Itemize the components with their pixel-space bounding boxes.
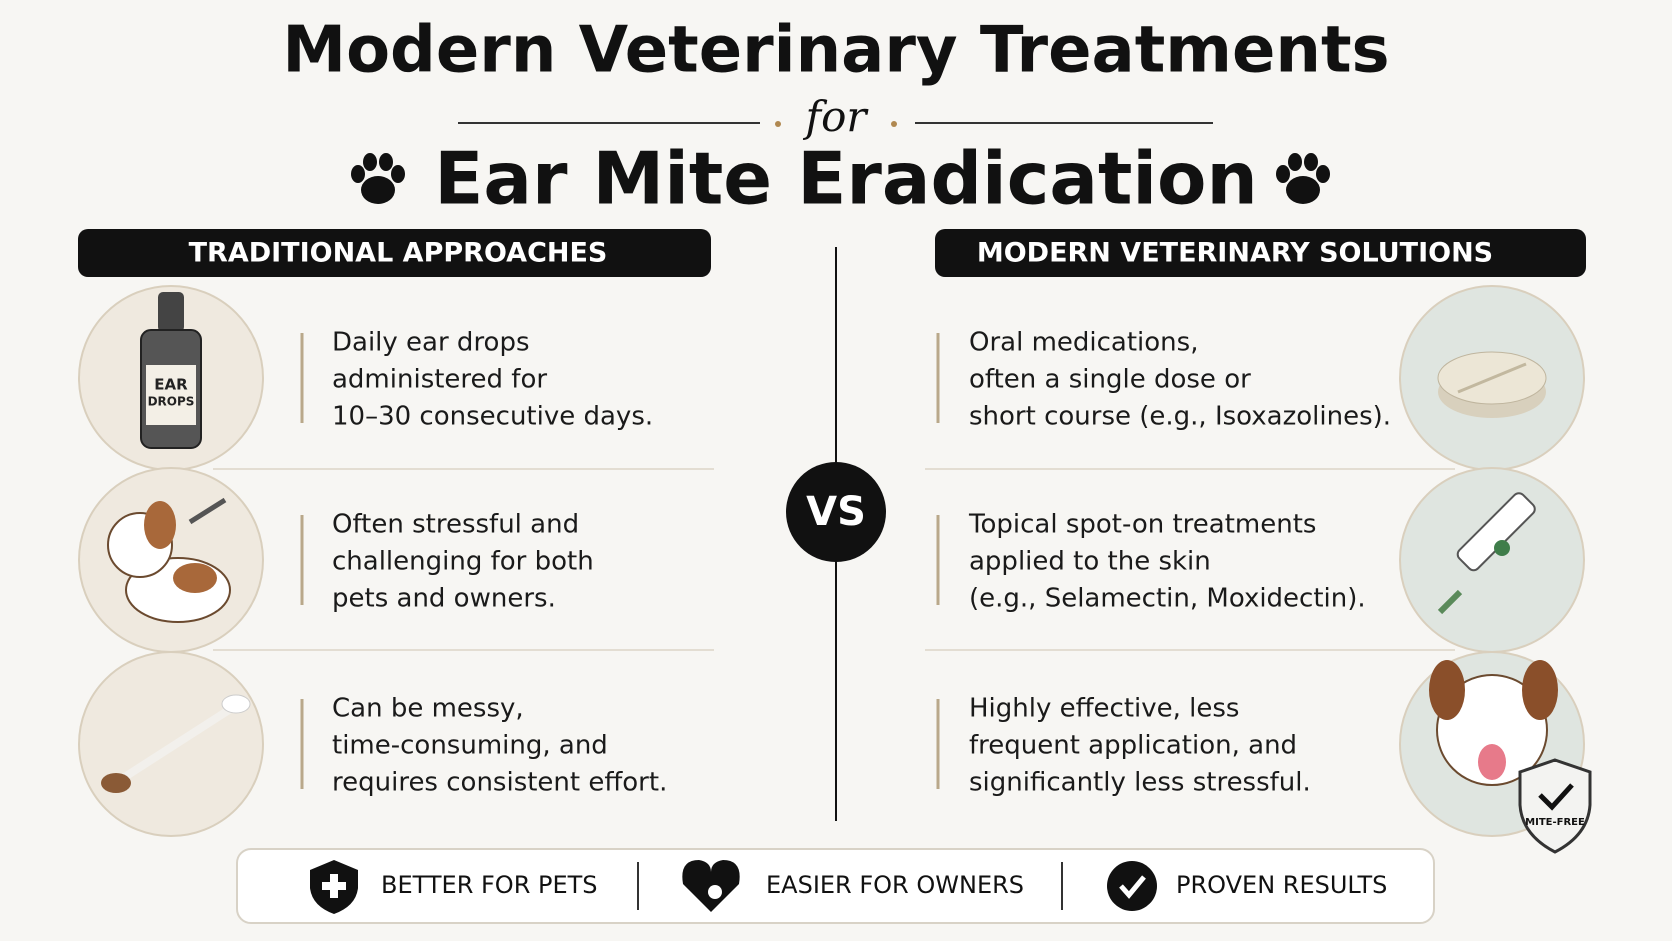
bottle-label: DROPS: [148, 395, 195, 409]
item-line: administered for: [332, 365, 547, 395]
item-line: challenging for both: [332, 547, 594, 577]
syringe-paw: [1494, 540, 1510, 556]
item-line: requires consistent effort.: [332, 768, 667, 798]
dot: [775, 121, 781, 127]
item-line: short course (e.g., Isoxazolines).: [969, 402, 1391, 432]
paw-icon: [351, 153, 405, 204]
vs-label: VS: [806, 489, 866, 535]
left-heading: TRADITIONAL APPROACHES: [189, 238, 608, 269]
item-line: significantly less stressful.: [969, 768, 1311, 798]
item-line: 10–30 consecutive days.: [332, 402, 653, 432]
right-heading: MODERN VETERINARY SOLUTIONS: [977, 238, 1493, 269]
item-line: Often stressful and: [332, 510, 579, 540]
item-line: time-consuming, and: [332, 731, 608, 761]
paw-toe: [363, 153, 377, 171]
pill-score: [1457, 362, 1527, 394]
paw-toe: [1304, 153, 1318, 171]
swab-stick: [116, 704, 236, 784]
item-line: Oral medications,: [969, 328, 1198, 358]
swab-dirty: [101, 773, 131, 793]
paw-toe: [379, 153, 393, 171]
dot: [891, 121, 897, 127]
paw-toe: [351, 165, 365, 183]
title: Modern Veterinary Treatments: [282, 14, 1389, 88]
cross-icon: [322, 874, 346, 898]
paw-pad: [1286, 176, 1320, 204]
happy-dog-ear: [1429, 660, 1465, 720]
swab-tip: [221, 694, 251, 714]
happy-dog-tongue: [1478, 744, 1506, 780]
paw-toe: [391, 165, 405, 183]
check-mark: [1119, 875, 1146, 899]
paw-icon: [1276, 153, 1330, 204]
illustration-circle: [1399, 467, 1585, 653]
paw-toe: [1316, 165, 1330, 183]
bottle-label-bg: [146, 365, 196, 425]
item-line: Can be messy,: [332, 694, 524, 724]
bottle-label: EAR: [154, 376, 188, 394]
benefit-label: EASIER FOR OWNERS: [766, 871, 1024, 899]
heart-icon: [682, 860, 740, 912]
connector: for: [803, 92, 870, 141]
paw-toe: [1288, 153, 1302, 171]
paw-mini: [708, 885, 722, 899]
left-heading-pill: [78, 229, 711, 277]
happy-dog-head: [1436, 674, 1548, 786]
paw-pad: [361, 176, 395, 204]
dog-patch: [173, 563, 217, 593]
bottle-cap: [158, 292, 184, 332]
vs-badge: [786, 462, 886, 562]
happy-dog-ear: [1522, 660, 1558, 720]
benefit-label: BETTER FOR PETS: [381, 871, 598, 899]
paw-toe: [1276, 165, 1290, 183]
badge-check: [1538, 783, 1574, 811]
item-line: often a single dose or: [969, 365, 1251, 395]
subtitle: Ear Mite Eradication: [434, 137, 1258, 221]
item-line: (e.g., Selamectin, Moxidectin).: [969, 584, 1366, 614]
item-line: frequent application, and: [969, 731, 1297, 761]
dropper: [188, 497, 227, 525]
syringe-tip: [1437, 589, 1463, 615]
item-line: Daily ear drops: [332, 328, 530, 358]
item-line: applied to the skin: [969, 547, 1211, 577]
benefit-label: PROVEN RESULTS: [1176, 871, 1387, 899]
dog-ear: [144, 501, 176, 549]
badge-label: MITE-FREE: [1525, 817, 1585, 828]
item-line: Topical spot-on treatments: [968, 510, 1316, 540]
check-circle: [1107, 861, 1157, 911]
item-line: Highly effective, less: [969, 694, 1239, 724]
item-line: pets and owners.: [332, 584, 556, 614]
right-heading-pill: [935, 229, 1586, 277]
